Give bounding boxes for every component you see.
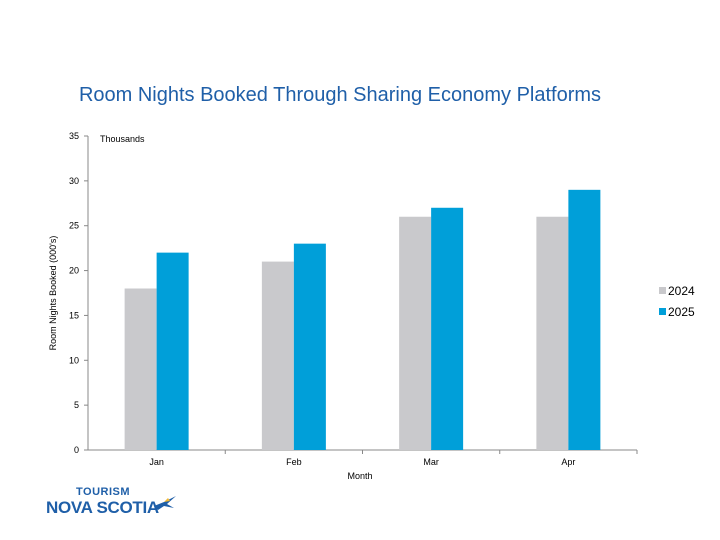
legend-label-2024: 2024 bbox=[668, 284, 695, 298]
legend-label-2025: 2025 bbox=[668, 305, 695, 319]
x-tick-label: Apr bbox=[561, 457, 575, 467]
bird-icon bbox=[154, 496, 176, 510]
legend: 2024 2025 bbox=[659, 284, 695, 319]
x-axis-label: Month bbox=[347, 471, 372, 481]
bar-2025-Jan bbox=[156, 252, 189, 450]
bar-2024-Apr bbox=[536, 216, 569, 450]
y-tick-label: 0 bbox=[74, 445, 79, 455]
bar-2025-Feb bbox=[293, 243, 326, 450]
x-tick-label: Mar bbox=[423, 457, 439, 467]
y-ticks: 0 5 10 15 20 25 30 35 bbox=[69, 131, 88, 455]
logo-line2: NOVA SCOTIA bbox=[46, 498, 159, 517]
unit-note: Thousands bbox=[100, 134, 145, 144]
bars bbox=[124, 189, 601, 451]
bar-2024-Feb bbox=[261, 261, 294, 450]
chart-title: Room Nights Booked Through Sharing Econo… bbox=[78, 84, 602, 106]
y-axis-label: Room Nights Booked (000's) bbox=[48, 236, 58, 351]
x-tick-label: Jan bbox=[149, 457, 164, 467]
y-tick-label: 5 bbox=[74, 400, 79, 410]
legend-swatch-2025 bbox=[659, 308, 666, 315]
bar-2025-Apr bbox=[568, 189, 601, 451]
y-tick-label: 25 bbox=[69, 221, 79, 231]
y-tick-label: 15 bbox=[69, 310, 79, 320]
bar-2025-Mar bbox=[431, 207, 464, 450]
x-tick-label: Feb bbox=[286, 457, 302, 467]
y-tick-label: 10 bbox=[69, 355, 79, 365]
x-ticks: Jan Feb Mar Apr bbox=[149, 450, 638, 467]
legend-swatch-2024 bbox=[659, 287, 666, 294]
y-tick-label: 35 bbox=[69, 131, 79, 141]
bar-2024-Mar bbox=[399, 216, 432, 450]
y-tick-label: 20 bbox=[69, 266, 79, 276]
logo-line1: TOURISM bbox=[76, 486, 131, 498]
bar-2024-Jan bbox=[124, 288, 157, 450]
y-tick-label: 30 bbox=[69, 176, 79, 186]
